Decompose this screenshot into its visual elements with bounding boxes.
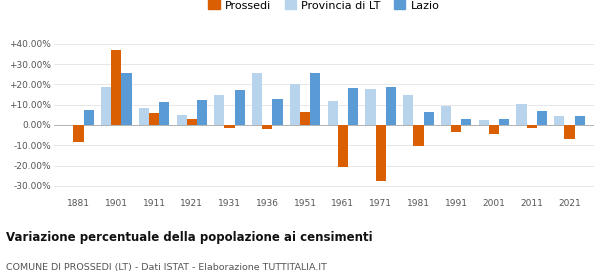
Bar [348, 88, 358, 125]
Bar [376, 125, 386, 181]
Bar [159, 102, 169, 125]
Bar [489, 125, 499, 134]
Bar [461, 119, 472, 125]
Bar [424, 112, 434, 125]
Text: COMUNE DI PROSSEDI (LT) - Dati ISTAT - Elaborazione TUTTITALIA.IT: COMUNE DI PROSSEDI (LT) - Dati ISTAT - E… [6, 263, 327, 272]
Text: Variazione percentuale della popolazione ai censimenti: Variazione percentuale della popolazione… [6, 231, 373, 244]
Bar [149, 113, 159, 125]
Bar [290, 84, 300, 125]
Bar [575, 116, 585, 125]
Bar [479, 120, 489, 125]
Bar [83, 110, 94, 125]
Legend: Prossedi, Provincia di LT, Lazio: Prossedi, Provincia di LT, Lazio [204, 0, 444, 15]
Bar [310, 73, 320, 125]
Bar [499, 119, 509, 125]
Bar [111, 50, 121, 125]
Bar [403, 95, 413, 125]
Bar [176, 115, 187, 125]
Bar [365, 89, 376, 125]
Bar [139, 108, 149, 125]
Bar [451, 125, 461, 132]
Bar [252, 73, 262, 125]
Bar [101, 87, 111, 125]
Bar [441, 106, 451, 125]
Bar [235, 90, 245, 125]
Bar [413, 125, 424, 146]
Bar [517, 104, 527, 125]
Bar [554, 116, 565, 125]
Bar [262, 125, 272, 129]
Bar [214, 95, 224, 125]
Bar [224, 125, 235, 128]
Bar [386, 87, 396, 125]
Bar [300, 112, 310, 125]
Bar [272, 99, 283, 125]
Bar [187, 119, 197, 125]
Bar [527, 125, 537, 128]
Bar [338, 125, 348, 167]
Bar [73, 125, 83, 142]
Bar [537, 111, 547, 125]
Bar [197, 100, 207, 125]
Bar [328, 101, 338, 125]
Bar [121, 73, 131, 125]
Bar [565, 125, 575, 139]
